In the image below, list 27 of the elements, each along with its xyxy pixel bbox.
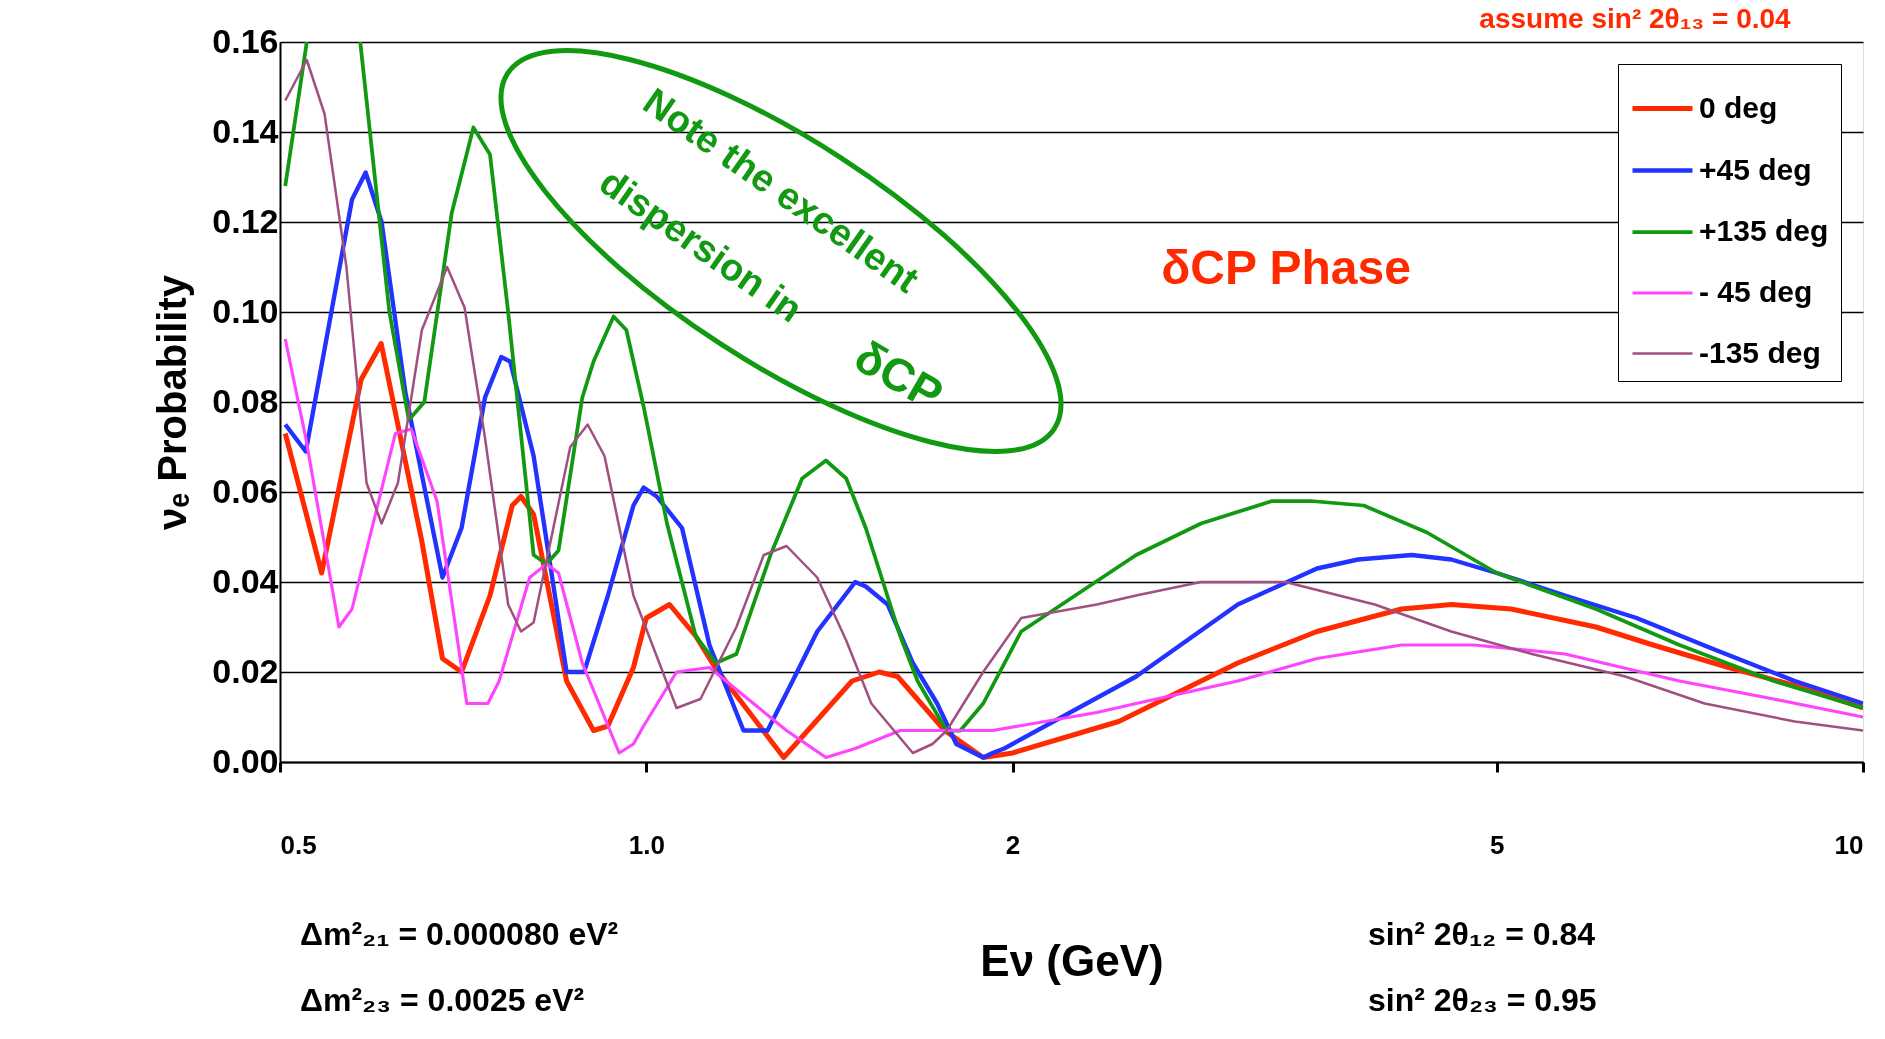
x-axis-title: Eν (GeV)	[980, 935, 1164, 985]
annotation: δCP Phase	[1161, 241, 1411, 294]
y-tick-label: 0.00	[212, 741, 279, 780]
y-tick-label: 0.04	[212, 561, 279, 600]
y-tick-label: 0.06	[212, 471, 279, 510]
legend-label: - 45 deg	[1699, 275, 1813, 308]
text: Δm²₂₁ = 0.000080 eV²	[300, 916, 619, 952]
x-tick-label: 5	[1489, 829, 1505, 860]
x-tick-label: 2	[1005, 829, 1021, 860]
text: assume sin² 2θ₁₃ = 0.04	[1479, 3, 1792, 34]
y-tick-label: 0.10	[212, 291, 279, 330]
y-tick-label: 0.02	[212, 651, 279, 690]
y-tick-label: 0.12	[212, 201, 279, 240]
text: Δm²₂₃ = 0.0025 eV²	[300, 982, 585, 1018]
legend-label: -135 deg	[1699, 335, 1821, 369]
legend-label: +45 deg	[1699, 152, 1812, 186]
x-tick-label: 10	[1834, 829, 1864, 860]
text: sin² 2θ₁₂ = 0.84	[1368, 916, 1596, 952]
legend-label: 0 deg	[1699, 90, 1778, 124]
legend-label: +135 deg	[1699, 214, 1829, 247]
y-tick-label: 0.16	[212, 21, 279, 60]
x-tick-label: 0.5	[280, 829, 317, 860]
text: sin² 2θ₂₃ = 0.95	[1368, 982, 1597, 1018]
y-tick-label: 0.14	[212, 111, 279, 150]
y-axis-title: νₑ Probability	[150, 274, 195, 531]
y-tick-label: 0.08	[212, 381, 279, 420]
x-tick-label: 1.0	[628, 829, 665, 860]
